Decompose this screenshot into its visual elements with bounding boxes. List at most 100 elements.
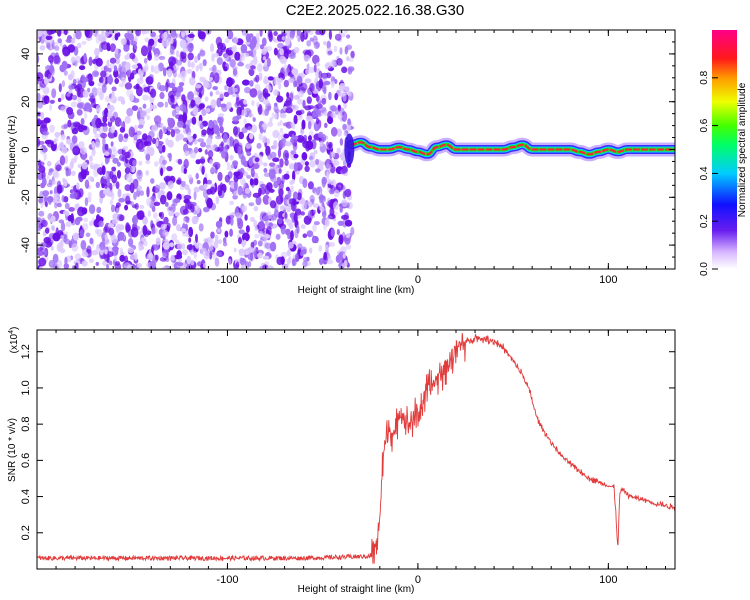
- noise-blob: [213, 241, 219, 249]
- noise-blob: [183, 198, 190, 204]
- noise-blob: [186, 244, 193, 251]
- noise-blob: [193, 251, 197, 259]
- noise-blob: [142, 94, 150, 101]
- noise-blob: [114, 263, 122, 269]
- noise-blob: [119, 254, 126, 262]
- noise-blob: [60, 221, 66, 232]
- noise-blob: [91, 98, 96, 108]
- noise-blob: [182, 217, 187, 224]
- noise-blob: [94, 141, 101, 148]
- noise-blob: [262, 255, 270, 260]
- noise-blob: [128, 126, 135, 138]
- noise-blob: [241, 31, 248, 37]
- noise-blob: [208, 77, 213, 81]
- noise-blob: [42, 232, 47, 237]
- noise-blob: [148, 38, 155, 46]
- noise-blob: [44, 201, 48, 208]
- noise-blob: [193, 240, 200, 247]
- noise-blob: [296, 192, 302, 201]
- noise-blob: [345, 233, 351, 239]
- noise-blob: [313, 41, 320, 50]
- noise-blob: [77, 42, 82, 49]
- frequency-ridge: [344, 133, 675, 166]
- noise-blob: [104, 143, 109, 151]
- noise-blob: [257, 160, 264, 166]
- noise-blob: [133, 85, 140, 90]
- noise-blob: [232, 36, 239, 44]
- noise-blob: [82, 223, 89, 231]
- noise-blob: [115, 224, 119, 234]
- noise-blob: [159, 182, 166, 190]
- noise-blob: [261, 37, 267, 47]
- noise-blob: [338, 82, 346, 92]
- noise-blob: [137, 185, 142, 192]
- y-tick-label: -20: [20, 189, 32, 205]
- noise-blob: [130, 201, 135, 206]
- noise-blob: [229, 155, 235, 160]
- noise-blob: [172, 216, 178, 226]
- noise-blob: [285, 107, 293, 114]
- noise-blob: [315, 103, 323, 110]
- x-tick-label: 100: [599, 574, 617, 586]
- noise-blob: [299, 129, 305, 136]
- noise-blob: [216, 97, 221, 108]
- noise-blob: [118, 82, 125, 88]
- noise-blob: [138, 160, 143, 166]
- noise-blob: [315, 158, 319, 165]
- noise-blob: [95, 104, 102, 112]
- noise-blob: [124, 184, 132, 192]
- noise-blob: [117, 231, 125, 241]
- noise-blob: [72, 121, 81, 128]
- noise-blob: [153, 201, 161, 206]
- noise-blob: [341, 111, 348, 122]
- noise-blob: [76, 83, 82, 90]
- noise-blob: [300, 31, 305, 42]
- y-tick-label: -40: [20, 237, 32, 253]
- noise-blob: [249, 80, 254, 87]
- noise-blob: [98, 220, 104, 228]
- noise-blob: [103, 189, 108, 195]
- noise-blob: [67, 119, 72, 128]
- noise-blob: [54, 41, 59, 46]
- noise-blob: [308, 66, 315, 74]
- noise-blob: [265, 234, 271, 239]
- noise-blob: [206, 197, 213, 209]
- noise-blob: [215, 135, 222, 140]
- noise-blob: [57, 30, 62, 37]
- noise-blob: [217, 132, 221, 137]
- noise-blob: [268, 31, 273, 43]
- noise-blob: [205, 108, 211, 113]
- noise-blob: [297, 90, 304, 98]
- noise-blob: [279, 127, 284, 134]
- noise-blob: [151, 125, 158, 133]
- noise-blob: [325, 163, 332, 171]
- noise-blob: [167, 68, 173, 78]
- noise-blob: [118, 197, 125, 203]
- noise-blob: [179, 39, 187, 49]
- noise-blob: [119, 126, 125, 133]
- noise-blob: [236, 106, 242, 116]
- noise-blob: [121, 76, 127, 84]
- noise-blob: [88, 56, 93, 66]
- noise-blob: [284, 212, 288, 221]
- noise-blob: [263, 168, 268, 173]
- noise-blob: [284, 72, 288, 77]
- y-tick-label: 0: [20, 146, 32, 152]
- noise-blob: [216, 42, 224, 50]
- noise-blob: [224, 230, 229, 238]
- noise-blob: [199, 76, 204, 83]
- noise-blob: [48, 259, 56, 268]
- noise-blob: [293, 114, 298, 125]
- noise-blob: [260, 183, 266, 189]
- noise-blob: [344, 188, 352, 198]
- noise-blob: [201, 108, 207, 116]
- noise-blob: [142, 218, 147, 223]
- noise-blob: [226, 162, 230, 168]
- noise-blob: [291, 179, 295, 184]
- noise-blob: [226, 30, 234, 40]
- noise-blob: [287, 78, 295, 83]
- noise-blob: [42, 131, 50, 136]
- noise-blob: [269, 200, 277, 209]
- noise-blob: [173, 64, 180, 71]
- noise-blob: [265, 45, 273, 52]
